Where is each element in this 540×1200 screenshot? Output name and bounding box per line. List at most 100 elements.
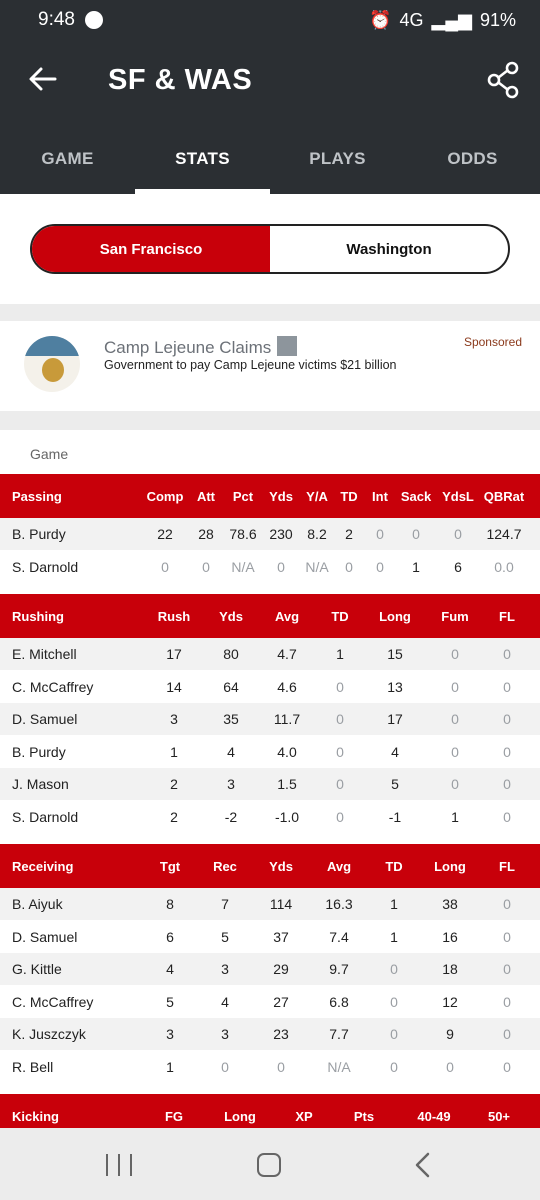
status-time: 9:48: [38, 9, 75, 30]
stat-cell: 7.4: [329, 928, 349, 945]
player-name: D. Samuel: [12, 928, 78, 945]
stat-cell: 0: [277, 558, 285, 575]
column-header: QBRat: [483, 488, 525, 504]
column-header: TD: [340, 488, 358, 504]
stat-cell: N/A: [327, 1058, 351, 1075]
stat-cell: 22: [157, 526, 173, 542]
stat-cell: 0: [161, 558, 169, 575]
stat-cell: 3: [170, 711, 178, 727]
stat-cell: 23: [273, 1026, 289, 1042]
table-row: K. Juszczyk 3 3 23 7.7 0 9 0: [0, 1018, 540, 1050]
table-row: S. Darnold 2 -2 -1.0 0 -1 1 0: [0, 801, 540, 833]
table-row: D. Samuel 3 35 11.7 0 17 0 0: [0, 703, 540, 735]
tab-odds[interactable]: ODDS: [447, 149, 498, 168]
stat-cell: 0: [451, 711, 459, 727]
stat-cell: 0: [336, 776, 344, 792]
tab-plays[interactable]: PLAYS: [309, 149, 366, 168]
stat-cell: 7.7: [329, 1026, 349, 1042]
tab-stats[interactable]: STATS: [135, 124, 270, 194]
stat-cell: 11.7: [273, 711, 301, 727]
sponsored-ad[interactable]: Camp Lejeune Claims Government to pay Ca…: [0, 321, 540, 411]
stat-cell: 17: [166, 646, 182, 662]
column-header: Comp: [146, 488, 184, 504]
stat-cell: 8.2: [307, 526, 327, 542]
team-button-san-francisco[interactable]: San Francisco: [32, 226, 270, 272]
stat-cell: 0: [336, 808, 344, 825]
stat-cell: 0: [503, 1026, 511, 1042]
stat-cell: 14: [166, 678, 182, 695]
recents-icon[interactable]: [106, 1154, 132, 1176]
column-header: Tgt: [159, 858, 181, 874]
stat-cell: 0: [503, 961, 511, 977]
rushing-section-title: Rushing: [12, 608, 64, 624]
stat-cell: 230: [269, 526, 293, 542]
stat-cell: 1: [336, 646, 344, 662]
stat-cell: 0: [221, 1058, 229, 1075]
share-icon[interactable]: [486, 60, 520, 100]
stat-cell: 0: [277, 1058, 285, 1075]
stat-cell: 0: [503, 743, 511, 760]
column-header: Rush: [157, 608, 191, 624]
nav-back-icon[interactable]: [410, 1152, 436, 1178]
stat-cell: 1: [166, 1058, 174, 1075]
messenger-icon: [84, 11, 103, 29]
stat-cell: 78.6: [229, 526, 257, 542]
stat-cell: 0: [451, 678, 459, 695]
stat-cell: N/A: [231, 558, 255, 575]
back-arrow-icon[interactable]: [28, 64, 58, 94]
kicking-section-title: Kicking: [12, 1108, 59, 1124]
stat-cell: 4.0: [277, 743, 297, 760]
column-header: Yds: [219, 608, 243, 624]
stat-cell: 0: [451, 776, 459, 792]
stat-cell: 0: [503, 896, 511, 912]
table-row: C. McCaffrey 14 64 4.6 0 13 0 0: [0, 671, 540, 703]
column-header: Sack: [400, 488, 432, 504]
stat-cell: 16.3: [325, 896, 353, 912]
player-name: K. Juszczyk: [12, 1026, 86, 1042]
section-label: Game: [30, 446, 69, 462]
stat-cell: 0.0: [494, 558, 514, 575]
column-header: 50+: [487, 1108, 511, 1124]
stat-cell: 6: [166, 928, 174, 945]
tab-game[interactable]: GAME: [41, 149, 94, 168]
stat-cell: 0: [202, 558, 210, 575]
battery-level: 91%: [479, 9, 516, 30]
stat-cell: 3: [221, 961, 229, 977]
stat-cell: 12: [442, 993, 458, 1010]
column-header: TD: [385, 858, 403, 874]
player-name: B. Aiyuk: [12, 896, 63, 912]
column-header: FL: [499, 608, 515, 624]
column-header: Pct: [232, 488, 254, 504]
column-header: Long: [224, 1108, 256, 1124]
table-row: B. Aiyuk 8 7 114 16.3 1 38 0: [0, 888, 540, 920]
table-row: E. Mitchell 17 80 4.7 1 15 0 0: [0, 638, 540, 670]
stat-cell: 1.5: [277, 776, 297, 792]
stat-cell: 9: [446, 1026, 454, 1042]
column-header: FG: [164, 1108, 184, 1124]
stat-cell: 5: [166, 993, 174, 1010]
stat-cell: 18: [442, 961, 458, 977]
stat-cell: -1: [388, 808, 402, 825]
stat-cell: 3: [221, 1026, 229, 1042]
stat-cell: 15: [387, 646, 403, 662]
stat-cell: 0: [446, 1058, 454, 1075]
column-header: Yds: [269, 858, 293, 874]
team-selector: San Francisco Washington: [0, 194, 540, 304]
column-header: Long: [379, 608, 411, 624]
stat-cell: 64: [223, 678, 239, 695]
column-header: XP: [295, 1108, 313, 1124]
stat-cell: 28: [198, 526, 214, 542]
player-name: G. Kittle: [12, 961, 62, 977]
stat-cell: 4.7: [277, 646, 297, 662]
ad-title-text: Camp Lejeune Claims: [104, 338, 272, 357]
column-header: Pts: [353, 1108, 375, 1124]
stat-cell: 114: [269, 896, 293, 912]
ad-logo: [24, 336, 80, 392]
stat-cell: 17: [387, 711, 403, 727]
ad-title[interactable]: Camp Lejeune Claims: [104, 336, 298, 358]
stat-cell: 8: [166, 896, 174, 912]
team-button-washington[interactable]: Washington: [346, 240, 432, 258]
stat-cell: 6.8: [329, 993, 349, 1010]
home-icon[interactable]: [257, 1153, 281, 1177]
stat-cell: 0: [376, 526, 384, 542]
